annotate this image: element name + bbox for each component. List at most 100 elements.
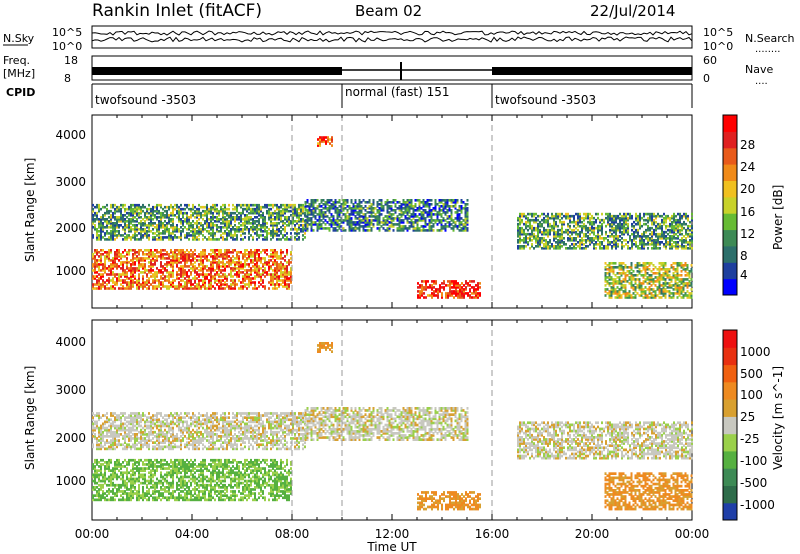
power-echo-cell: [238, 255, 240, 258]
power-echo-cell: [440, 225, 443, 228]
power-echo-cell: [224, 216, 226, 219]
power-echo-cell: [440, 219, 443, 222]
power-echo-cell: [624, 264, 627, 267]
power-echo-cell: [290, 261, 292, 264]
power-echo-cell: [537, 232, 539, 236]
power-echo-cell: [466, 213, 469, 216]
power-echo-cell: [425, 296, 427, 299]
power-echo-cell: [120, 255, 122, 258]
power-echo-cell: [258, 209, 260, 213]
power-echo-cell: [541, 218, 543, 222]
power-echo-cell: [154, 261, 156, 264]
power-echo-cell: [248, 238, 250, 241]
power-echo-cell: [168, 218, 170, 221]
power-echo-cell: [437, 288, 439, 291]
power-echo-cell: [620, 274, 623, 277]
power-echo-cell: [444, 227, 447, 230]
power-echo-cell: [180, 218, 182, 221]
power-echo-cell: [120, 275, 122, 278]
power-echo-cell: [194, 232, 196, 235]
power-echo-cell: [607, 243, 609, 246]
power-echo-cell: [152, 259, 154, 262]
power-echo-cell: [230, 211, 232, 215]
power-echo-cell: [126, 277, 128, 280]
power-echo-cell: [372, 215, 375, 218]
power-echo-cell: [172, 228, 174, 231]
power-echo-cell: [124, 279, 126, 282]
power-echo-cell: [352, 221, 355, 224]
power-echo-cell: [372, 207, 375, 210]
power-echo-cell: [595, 218, 597, 222]
power-echo-cell: [438, 201, 441, 204]
power-echo-cell: [620, 286, 623, 289]
power-echo-cell: [288, 283, 290, 286]
power-echo-cell: [258, 269, 260, 272]
power-echo-cell: [601, 230, 603, 234]
power-echo-cell: [270, 275, 272, 278]
power-echo-cell: [553, 247, 555, 250]
power-echo-cell: [176, 226, 178, 229]
power-echo-cell: [334, 201, 337, 204]
power-echo-cell: [290, 232, 292, 235]
power-echo-cell: [264, 249, 266, 252]
power-echo-cell: [248, 251, 250, 254]
power-echo-cell: [659, 241, 661, 244]
power-echo-cell: [677, 237, 679, 240]
power-echo-cell: [200, 228, 202, 231]
power-echo-cell: [256, 205, 258, 209]
power-echo-cell: [92, 234, 94, 237]
power-echo-cell: [134, 224, 136, 227]
power-echo-cell: [170, 214, 172, 217]
power-echo-cell: [142, 259, 144, 262]
power-echo-cell: [366, 217, 369, 220]
power-echo-cell: [438, 229, 441, 232]
power-echo-cell: [637, 232, 639, 236]
power-echo-cell: [262, 234, 264, 237]
power-echo-cell: [160, 263, 162, 266]
power-echo-cell: [208, 273, 210, 276]
power-echo-cell: [268, 287, 270, 290]
power-echo-cell: [204, 220, 206, 223]
power-echo-cell: [638, 286, 641, 289]
power-echo-cell: [136, 267, 138, 270]
power-echo-cell: [442, 205, 445, 208]
power-echo-cell: [204, 253, 206, 256]
power-echo-cell: [358, 211, 361, 214]
power-echo-cell: [671, 239, 673, 242]
power-echo-cell: [555, 247, 557, 250]
power-echo-cell: [675, 214, 677, 218]
power-echo-cell: [284, 265, 286, 268]
power-echo-cell: [613, 230, 615, 234]
power-echo-cell: [689, 224, 691, 228]
power-echo-cell: [442, 227, 445, 230]
power-echo-cell: [240, 267, 242, 270]
power-echo-cell: [176, 275, 178, 278]
power-echo-cell: [286, 265, 288, 268]
power-echo-cell: [142, 277, 144, 280]
power-echo-cell: [358, 217, 361, 220]
power-echo-cell: [571, 220, 573, 224]
power-echo-cell: [276, 207, 278, 211]
power-echo-cell: [240, 218, 242, 221]
power-echo-cell: [634, 290, 637, 293]
power-echo-cell: [192, 226, 194, 229]
power-echo-cell: [98, 281, 100, 284]
power-echo-cell: [669, 224, 671, 228]
power-echo-cell: [198, 273, 200, 276]
power-echo-cell: [102, 263, 104, 266]
power-echo-cell: [455, 280, 457, 283]
power-echo-cell: [675, 237, 677, 240]
power-echo-cell: [370, 211, 373, 214]
power-echo-cell: [290, 228, 292, 231]
power-echo-cell: [557, 247, 559, 250]
power-echo-cell: [473, 292, 475, 295]
power-echo-cell: [647, 228, 649, 232]
power-echo-cell: [168, 261, 170, 264]
power-echo-cell: [366, 219, 369, 222]
power-echo-cell: [286, 283, 288, 286]
power-echo-cell: [114, 283, 116, 286]
power-echo-cell: [120, 216, 122, 219]
power-echo-cell: [300, 220, 302, 223]
power-echo-cell: [620, 280, 623, 283]
power-echo-cell: [120, 209, 122, 213]
